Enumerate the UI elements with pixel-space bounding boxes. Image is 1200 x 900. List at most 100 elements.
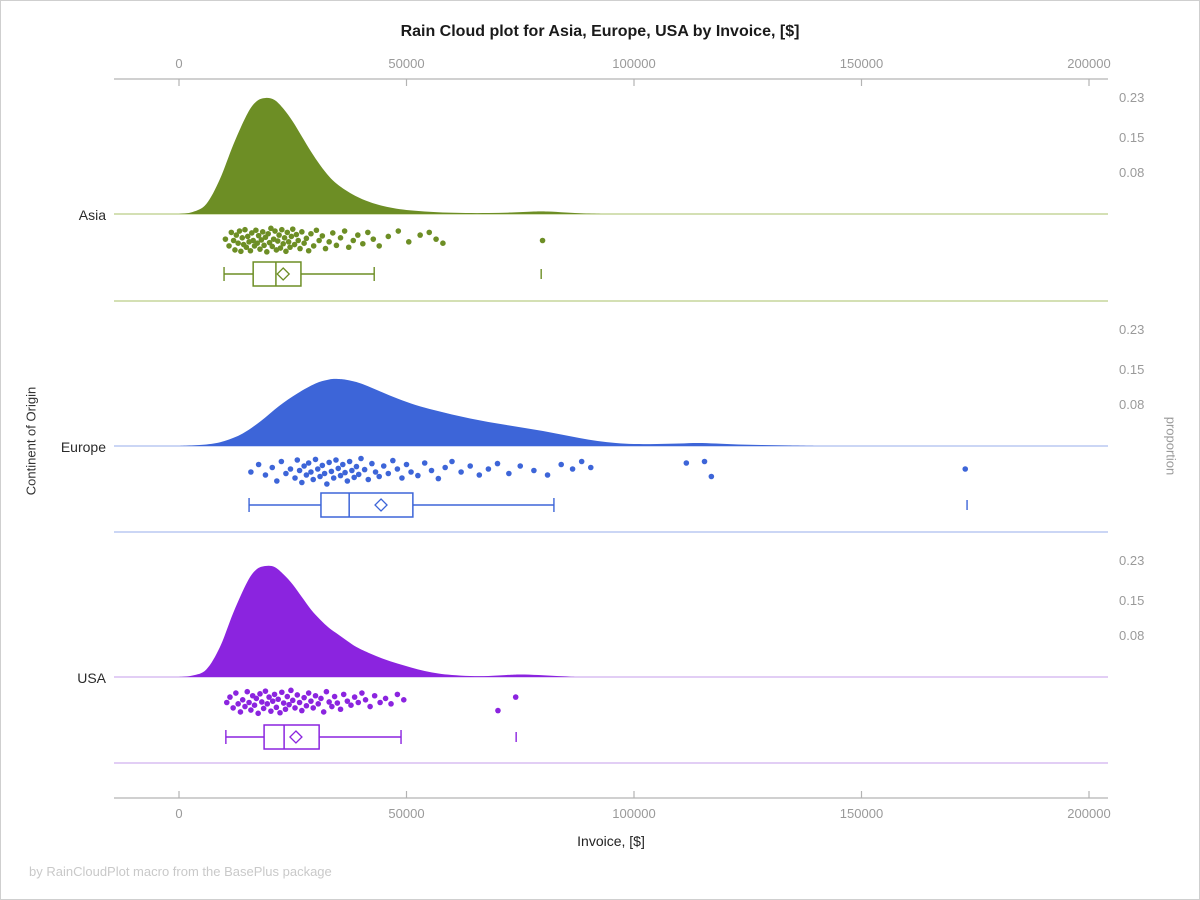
data-point-europe xyxy=(435,475,442,482)
data-point-europe xyxy=(683,460,690,466)
data-point-europe xyxy=(301,463,307,469)
data-point-asia xyxy=(222,236,229,242)
data-point-asia xyxy=(308,230,314,237)
data-point-asia xyxy=(279,226,285,233)
data-point-europe xyxy=(458,469,464,475)
data-point-europe xyxy=(708,473,715,480)
data-point-asia xyxy=(313,227,320,234)
data-point-europe xyxy=(319,462,326,469)
data-point-asia xyxy=(310,243,317,249)
data-point-europe xyxy=(358,455,364,462)
data-point-usa xyxy=(323,688,330,695)
data-point-asia xyxy=(395,228,402,234)
data-point-asia xyxy=(337,235,344,241)
data-point-asia xyxy=(341,228,348,234)
data-point-europe xyxy=(274,478,280,484)
group-label-europe: Europe xyxy=(60,439,106,455)
y-axis-label: Continent of Origin xyxy=(23,386,39,496)
data-point-asia xyxy=(250,237,256,244)
data-point-asia xyxy=(265,230,271,237)
data-point-europe xyxy=(403,461,410,468)
data-point-asia xyxy=(299,229,305,235)
data-point-europe xyxy=(287,466,294,472)
data-point-usa xyxy=(371,692,378,699)
data-point-europe xyxy=(578,458,585,465)
data-point-europe xyxy=(330,475,337,481)
data-point-europe xyxy=(328,468,335,475)
data-point-asia xyxy=(281,235,288,241)
data-point-europe xyxy=(321,470,328,477)
data-point-asia xyxy=(261,242,267,249)
data-point-asia xyxy=(333,242,340,249)
data-point-usa xyxy=(280,700,287,706)
data-point-europe xyxy=(342,469,348,476)
mean-diamond xyxy=(374,498,388,512)
data-point-europe xyxy=(312,456,319,463)
data-point-asia xyxy=(433,236,439,242)
data-point-europe xyxy=(299,479,305,486)
proportion-tick-label: 0.23 xyxy=(1119,322,1145,337)
data-point-usa xyxy=(329,703,335,710)
data-point-asia xyxy=(254,240,261,246)
proportion-tick-label: 0.15 xyxy=(1119,130,1145,145)
mean-diamond xyxy=(276,267,291,281)
proportion-tick-label: 0.23 xyxy=(1119,90,1145,105)
data-point-europe xyxy=(351,474,357,481)
data-point-usa xyxy=(318,695,324,702)
data-point-europe xyxy=(296,467,303,474)
data-point-asia xyxy=(385,233,392,240)
data-point-asia xyxy=(329,230,336,236)
proportion-tick-label: 0.08 xyxy=(1119,165,1145,180)
data-point-asia xyxy=(280,240,286,247)
data-point-usa xyxy=(260,705,267,712)
data-point-asia xyxy=(370,236,377,242)
data-point-asia xyxy=(345,244,352,251)
data-point-europe xyxy=(494,460,501,467)
data-point-europe xyxy=(344,478,351,484)
data-point-europe xyxy=(376,473,383,480)
data-point-asia xyxy=(232,247,238,253)
data-point-usa xyxy=(266,694,272,700)
data-point-asia xyxy=(272,228,278,234)
data-point-asia xyxy=(264,249,270,255)
data-point-asia xyxy=(305,247,312,254)
data-point-usa xyxy=(248,707,254,713)
data-point-asia xyxy=(268,225,274,232)
right-axis-label: proportion xyxy=(1163,416,1179,476)
data-point-usa xyxy=(308,698,314,704)
data-point-usa xyxy=(305,690,312,696)
data-point-europe xyxy=(310,476,317,483)
data-point-usa xyxy=(262,688,269,694)
data-point-usa xyxy=(355,699,362,706)
data-point-usa xyxy=(292,705,298,711)
data-point-europe xyxy=(248,469,254,475)
attribution-footer: by RainCloudPlot macro from the BasePlus… xyxy=(29,864,332,879)
data-point-usa xyxy=(394,691,401,698)
data-point-europe xyxy=(421,460,428,466)
data-point-usa xyxy=(242,703,248,710)
data-point-asia xyxy=(295,237,302,244)
chart-title: Rain Cloud plot for Asia, Europe, USA by… xyxy=(400,23,800,40)
proportion-tick-label: 0.08 xyxy=(1119,397,1145,412)
data-point-usa xyxy=(237,709,244,715)
data-point-asia xyxy=(242,226,248,233)
data-point-europe xyxy=(340,461,346,468)
data-point-asia xyxy=(274,238,281,244)
data-point-asia xyxy=(297,245,303,252)
data-point-usa xyxy=(359,690,365,696)
data-point-asia xyxy=(259,229,266,235)
data-point-asia xyxy=(243,244,250,251)
data-point-europe xyxy=(355,471,362,478)
data-point-asia xyxy=(301,240,307,246)
data-point-usa xyxy=(227,694,233,700)
data-point-europe xyxy=(544,472,551,478)
data-point-usa xyxy=(277,709,283,716)
data-point-asia xyxy=(238,248,244,255)
data-point-europe xyxy=(385,470,392,477)
data-point-usa xyxy=(239,697,246,703)
data-point-usa xyxy=(253,695,260,702)
data-point-usa xyxy=(331,693,338,700)
data-point-usa xyxy=(264,701,271,707)
data-point-usa xyxy=(495,707,501,714)
